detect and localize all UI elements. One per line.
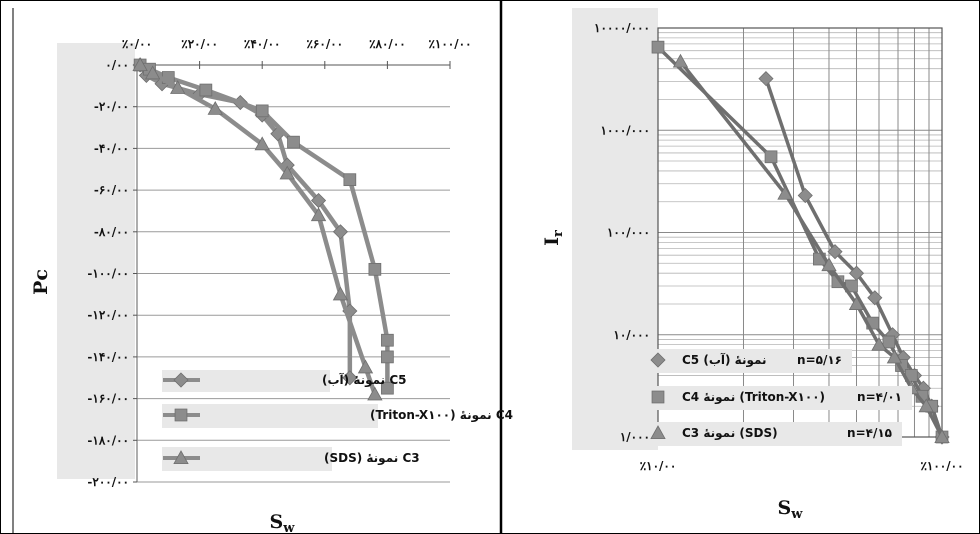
- data-point: [342, 370, 358, 386]
- y-axis-title: Ir: [541, 230, 566, 246]
- series-square: [133, 58, 394, 395]
- data-point: [381, 350, 394, 364]
- data-point: [332, 224, 349, 240]
- y-tick-label: ۱۰۰۰/۰۰۰: [601, 123, 651, 137]
- x-tick-label: ٪۴۰/۰۰: [244, 37, 281, 51]
- x-tick-label: ٪۱۰۰/۰۰: [920, 459, 963, 473]
- legend-entry: C5 نمونهٔ (آب): [162, 370, 407, 392]
- data-point: [367, 386, 383, 401]
- x-tick-label: ٪۸۰/۰۰: [369, 37, 406, 51]
- relative-index-chart: ٪۱۰/۰۰ ٪۱۰۰/۰۰ ۱/۰۰۰ ۱۰/۰۰۰ ۱۰۰/۰۰۰ ۱۰۰۰/۰۰۰…: [541, 8, 964, 522]
- y-tick-label: ۱۰۰/۰۰۰: [607, 226, 650, 240]
- x-tick-label: ٪۰/۰۰: [122, 37, 152, 51]
- capillary-pressure-chart: ٪۰/۰۰ ٪۲۰/۰۰ ٪۴۰/۰۰ ٪۶۰/۰۰ ٪۸۰/۰۰ ٪۱۰۰/۰۰ ۰/۰…: [30, 37, 513, 534]
- data-point: [357, 359, 374, 374]
- data-point: [918, 398, 934, 413]
- y-tick-label: -۱۲۰/۰۰: [87, 308, 129, 322]
- data-point: [871, 336, 887, 351]
- legend-label: C5 نمونهٔ (آب): [682, 352, 767, 368]
- legend-swatch-marker: [651, 390, 665, 404]
- legend-label: C5 نمونهٔ (آب): [322, 372, 407, 388]
- legend-swatch-marker: [173, 450, 189, 465]
- data-point: [368, 262, 382, 276]
- legend-swatch-marker: [650, 425, 666, 440]
- legend-label: C4 نمونهٔ (Triton-X۱۰۰): [370, 408, 513, 423]
- y-tick-label: -۱۰۰/۰۰: [87, 267, 129, 281]
- data-point: [797, 187, 813, 204]
- x-tick-label: ٪۱۰/۰۰: [640, 459, 677, 473]
- data-point: [764, 150, 778, 164]
- series-line: [679, 60, 944, 438]
- y-tick-label: ۱۰/۰۰۰: [613, 328, 650, 342]
- data-point: [381, 381, 394, 395]
- legend-label-band: [648, 386, 912, 410]
- legend-entry: C4 نمونهٔ (Triton-X۱۰۰) n=۴/۰۱: [648, 386, 912, 410]
- data-point: [848, 296, 865, 310]
- y-tick-label: ۱۰۰۰۰/۰۰۰: [594, 21, 650, 35]
- legend-exponent-label: n=۴/۱۵: [847, 426, 892, 440]
- legend-entry: C4 نمونهٔ (Triton-X۱۰۰): [162, 404, 513, 428]
- x-tick-label: ٪۱۰۰/۰۰: [428, 37, 471, 51]
- legend-entry: C3 نمونهٔ (SDS) n=۴/۱۵: [648, 422, 902, 446]
- y-tick-label: -۱۶۰/۰۰: [87, 392, 129, 406]
- legend-label-band: [648, 422, 902, 446]
- legend-label: C4 نمونهٔ (Triton-X۱۰۰): [682, 390, 825, 405]
- data-point: [827, 244, 843, 260]
- y-tick-label: -۲۰۰/۰۰: [87, 475, 129, 489]
- legend-label: C3 نمونهٔ (SDS): [682, 426, 778, 441]
- data-point: [132, 57, 148, 71]
- data-point: [254, 136, 270, 151]
- data-point: [777, 185, 793, 200]
- data-point: [381, 333, 394, 347]
- data-point: [934, 429, 950, 444]
- legend-entry: C5 نمونهٔ (آب) n=۵/۱۶: [648, 349, 852, 373]
- data-point: [882, 335, 896, 349]
- data-point: [343, 173, 357, 187]
- y-axis-title: Pc: [30, 269, 52, 295]
- data-point: [651, 40, 665, 54]
- legend-exponent-label: n=۴/۰۱: [857, 390, 902, 404]
- data-point: [332, 286, 349, 301]
- series-line: [138, 63, 378, 396]
- series-triangle: [132, 57, 383, 401]
- legend-swatch-marker: [173, 372, 189, 388]
- series-triangle: [672, 53, 950, 444]
- data-point: [170, 80, 186, 94]
- y-tick-label: ۱/۰۰۰: [620, 430, 650, 444]
- data-point: [310, 207, 327, 222]
- y-tick-label: -۸۰/۰۰: [94, 225, 129, 239]
- legend-exponent-label: n=۵/۱۶: [797, 353, 842, 367]
- y-tick-label: -۲۰/۰۰: [94, 100, 129, 114]
- data-point: [255, 104, 269, 118]
- data-point: [144, 65, 161, 80]
- data-point: [758, 71, 774, 87]
- y-tick-label: -۴۰/۰۰: [94, 141, 129, 155]
- x-tick-label: ٪۶۰/۰۰: [306, 37, 343, 51]
- legend-entry: C3 نمونهٔ (SDS): [162, 447, 420, 471]
- legend-swatch-marker: [174, 408, 188, 422]
- y-tick-label: ۰/۰۰: [105, 58, 129, 72]
- data-point: [279, 165, 295, 180]
- data-point: [821, 257, 837, 272]
- x-axis-title: Sw: [270, 511, 296, 534]
- legend-label-band: [162, 370, 330, 392]
- y-axis-label-band: [57, 43, 135, 479]
- y-axis-label-band: [572, 8, 658, 450]
- data-point: [287, 135, 300, 149]
- x-axis-title: Sw: [778, 497, 804, 522]
- data-point: [672, 53, 689, 68]
- y-tick-label: -۱۸۰/۰۰: [87, 433, 129, 447]
- legend-label-band: [648, 349, 852, 373]
- y-tick-label: -۱۴۰/۰۰: [87, 350, 129, 364]
- data-point: [199, 83, 213, 97]
- legend-label: C3 نمونهٔ (SDS): [324, 451, 420, 466]
- data-point: [207, 100, 223, 115]
- x-tick-label: ٪۲۰/۰۰: [181, 37, 218, 51]
- data-point: [867, 290, 883, 306]
- data-point: [886, 349, 903, 364]
- y-tick-label: -۶۰/۰۰: [94, 183, 129, 197]
- legend-swatch-marker: [650, 352, 666, 368]
